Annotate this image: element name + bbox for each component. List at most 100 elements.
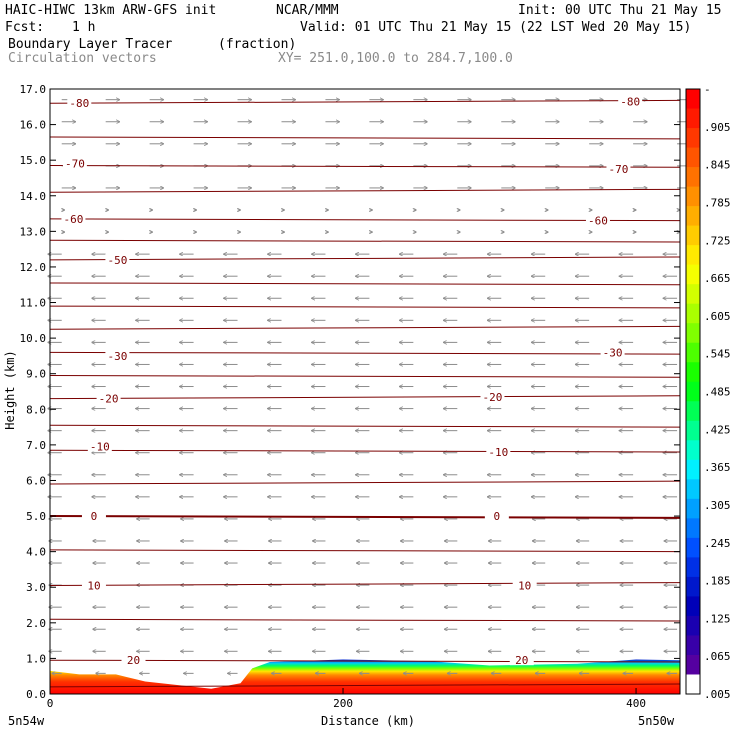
colorbar-swatch <box>686 264 700 285</box>
colorbar-label: .185 <box>704 575 731 588</box>
contour-label-bg <box>509 654 534 666</box>
y-tick-label: 0.0 <box>26 688 46 701</box>
y-tick-label: 3.0 <box>26 581 46 594</box>
y-tick-label: 1.0 <box>26 652 46 665</box>
contour-line <box>49 188 681 193</box>
contour-label: 10 <box>518 579 531 592</box>
colorbar-swatch <box>686 342 700 363</box>
colorbar-swatch <box>686 576 700 598</box>
contour-label-bg <box>484 510 509 522</box>
colorbar-swatch <box>686 615 700 637</box>
contour-line <box>49 256 681 261</box>
y-tick-label: 6.0 <box>26 474 46 487</box>
colorbar-label: .245 <box>704 537 731 550</box>
contour-label-bg <box>81 510 106 522</box>
org-label: NCAR/MMM <box>276 3 339 18</box>
colorbar-swatch <box>686 323 700 344</box>
colorbar-label: .485 <box>704 386 731 399</box>
contour-label: -10 <box>488 446 508 459</box>
contour-line <box>49 218 681 222</box>
y-tick-label: 16.0 <box>20 119 47 132</box>
contour-line <box>49 659 681 663</box>
colorbar-swatch <box>686 518 700 539</box>
contour-label: -20 <box>483 391 503 404</box>
contour-line <box>49 683 681 688</box>
contour-label: 0 <box>494 510 501 523</box>
contour-label-bg <box>486 446 511 457</box>
colorbar-swatch <box>686 635 700 656</box>
circulation-vectors <box>48 100 691 674</box>
y-tick-label: 10.0 <box>20 332 47 345</box>
contour-label: -30 <box>107 350 127 363</box>
contour-label-bg <box>105 253 130 265</box>
colorbar-label: .605 <box>704 310 731 323</box>
colorbar-label: .785 <box>704 196 731 209</box>
x-end-label: 5n50w <box>638 714 675 728</box>
y-tick-label: 17.0 <box>20 83 47 96</box>
contour-label: -60 <box>588 215 608 228</box>
contour-label: -70 <box>609 163 629 176</box>
y-tick-label: 13.0 <box>20 225 47 238</box>
contour-label: 20 <box>127 654 140 667</box>
colorbar-swatch <box>686 147 700 168</box>
colorbar-label: .725 <box>704 234 731 247</box>
colorbar: - .905 .845 .785 .725 .665 .605 .545 .485 .425 .36… <box>685 83 731 701</box>
vectors-label: Circulation vectors <box>8 51 157 66</box>
colorbar-label: .125 <box>704 612 731 625</box>
contour-label: -80 <box>620 95 640 108</box>
colorbar-swatch <box>686 128 700 149</box>
contour-label: -20 <box>99 393 119 406</box>
contour-label: -30 <box>603 346 623 359</box>
colorbar-swatch <box>686 557 700 578</box>
colorbar-swatch <box>686 654 700 676</box>
colorbar-label: .005 <box>704 688 731 701</box>
contour-label: -70 <box>65 158 85 171</box>
colorbar-swatch <box>686 498 700 519</box>
contour-label-bg <box>67 97 92 109</box>
colorbar-swatch <box>686 459 700 480</box>
contour-line <box>49 239 681 243</box>
colorbar-swatch <box>686 245 700 266</box>
contour-line <box>49 351 681 355</box>
contour-label: -10 <box>90 441 110 454</box>
colorbar-label: .365 <box>704 461 731 474</box>
y-tick-label: 4.0 <box>26 546 46 559</box>
model-title: HAIC-HIWC 13km ARW-GFS init <box>5 3 217 18</box>
colorbar-frame <box>685 88 701 695</box>
contour-line <box>49 99 681 104</box>
colorbar-label: .425 <box>704 423 731 436</box>
contour-label-bg <box>105 349 130 361</box>
y-tick-label: 15.0 <box>20 154 47 167</box>
contour-label-bg <box>96 392 121 404</box>
y-tick-label: 5.0 <box>26 510 46 523</box>
contour-label-bg <box>480 390 505 402</box>
contour-label-bg <box>618 95 643 107</box>
valid-time: Valid: 01 UTC Thu 21 May 15 (22 LST Wed … <box>300 20 692 35</box>
contour-line <box>49 395 681 400</box>
contour-line <box>49 165 681 168</box>
contour-line <box>49 480 681 485</box>
colorbar-swatch <box>686 381 700 402</box>
contour-label-bg <box>600 346 625 358</box>
colorbar-swatch <box>686 186 700 207</box>
contour-label-bg <box>61 212 86 224</box>
colorbar-swatch <box>686 206 700 227</box>
colorbar-label: .665 <box>704 272 731 285</box>
init-time: Init: 00 UTC Thu 21 May 15 <box>518 3 722 18</box>
colorbar-swatch <box>686 303 700 324</box>
contour-label: -60 <box>64 213 84 226</box>
colorbar-label: .305 <box>704 499 731 512</box>
y-axis-label: Height (km) <box>3 350 17 429</box>
y-tick-label: 7.0 <box>26 439 46 452</box>
colorbar-swatch <box>686 537 700 558</box>
colorbar-label: .845 <box>704 159 731 172</box>
contour-label: -50 <box>107 254 127 267</box>
tracer-region <box>50 659 680 694</box>
field-name: Boundary Layer Tracer <box>8 37 173 52</box>
contour-label-bg <box>606 163 631 175</box>
fcst-value: 1 h <box>72 20 96 35</box>
y-tick-label: 12.0 <box>20 261 47 274</box>
colorbar-label: .065 <box>704 650 731 663</box>
colorbar-swatch <box>686 479 700 500</box>
